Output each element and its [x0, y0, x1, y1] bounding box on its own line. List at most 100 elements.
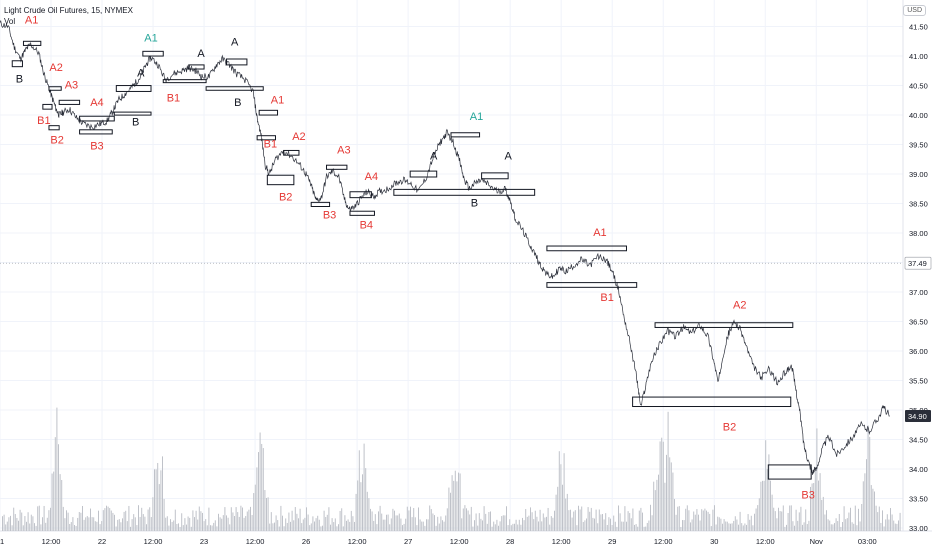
volume-bar [234, 516, 235, 531]
wave-zone-5[interactable] [48, 125, 60, 131]
volume-bar [250, 506, 251, 531]
volume-bar [632, 508, 634, 531]
volume-bar [507, 525, 509, 531]
wave-zone-4[interactable] [42, 103, 53, 110]
wave-zone-6[interactable] [79, 115, 115, 122]
wave-zone-29[interactable] [654, 322, 794, 328]
volume-bar [125, 510, 127, 531]
wave-label-a-10: A [137, 68, 145, 80]
volume-bar [894, 523, 896, 531]
volume-bar [898, 520, 899, 531]
wave-zone-24[interactable] [393, 188, 536, 196]
wave-zone-21[interactable] [349, 191, 372, 199]
wave-label-a-25: A [504, 150, 512, 162]
volume-bar [406, 506, 408, 531]
wave-zone-20[interactable] [326, 164, 348, 170]
price-axis[interactable]: 41.50 41.00 40.50 40.00 39.50 39.00 38.50 38.00… [904, 23, 932, 534]
wave-zone-31[interactable] [767, 464, 812, 480]
wave-zone-15[interactable] [258, 109, 279, 116]
volume-bar [205, 519, 207, 531]
volume-bar [246, 511, 248, 531]
volume-bar [656, 479, 658, 531]
wave-zone-16[interactable] [256, 135, 276, 141]
currency-button[interactable]: USD [903, 5, 926, 16]
volume-bar [34, 523, 35, 531]
volume-bar [168, 525, 170, 531]
x-tick-label-17: 03:00 [858, 537, 877, 546]
volume-bar [494, 524, 496, 531]
wave-zone-11[interactable] [162, 79, 207, 84]
volume-bar [811, 483, 813, 531]
wave-zone-1[interactable] [11, 60, 23, 68]
volume-bar [298, 518, 299, 531]
wave-zone-13[interactable] [226, 58, 248, 66]
volume-bar [445, 515, 447, 531]
x-tick-label-15: 12:00 [756, 537, 775, 546]
wave-zone-2[interactable] [48, 86, 62, 91]
volume-bar [582, 521, 584, 531]
wave-zone-28[interactable] [546, 282, 638, 288]
volume-bar [734, 516, 736, 531]
wave-zone-0[interactable] [22, 40, 42, 46]
wave-zone-30[interactable] [632, 396, 792, 408]
volume-bar [522, 517, 523, 531]
wave-zone-18[interactable] [266, 174, 295, 186]
wave-zone-12[interactable] [188, 64, 205, 70]
volume-bar [227, 517, 229, 531]
volume-bar [579, 509, 581, 531]
volume-bar [442, 520, 443, 531]
y-tick-label-12: 35.50 [909, 377, 928, 386]
volume-bar [605, 513, 607, 531]
volume-bar [629, 513, 631, 531]
volume-bar [427, 519, 429, 531]
volume-bar [710, 526, 712, 531]
wave-zone-14[interactable] [205, 86, 264, 91]
volume-bar [659, 441, 661, 531]
wave-zone-7[interactable] [79, 129, 113, 135]
volume-bar [157, 462, 159, 531]
volume-bar [120, 522, 122, 531]
volume-bar [802, 524, 803, 531]
wave-zone-19[interactable] [310, 201, 331, 207]
wave-zone-8[interactable] [115, 85, 152, 92]
volume-bar [291, 510, 293, 531]
volume-bar [608, 517, 610, 531]
wave-zone-22[interactable] [349, 210, 375, 216]
volume-bar [389, 524, 391, 531]
volume-bar [821, 499, 823, 531]
wave-zone-3[interactable] [58, 99, 81, 105]
volume-bar [714, 505, 715, 531]
volume-bar [435, 525, 437, 531]
volume-bar [592, 517, 594, 531]
volume-bar [763, 480, 765, 531]
volume-bar [749, 519, 751, 531]
wave-zone-9[interactable] [113, 111, 152, 116]
wave-zone-27[interactable] [546, 245, 627, 252]
volume-bar [723, 519, 725, 531]
y-tick-label-14: 34.50 [909, 436, 928, 445]
wave-zone-26[interactable] [481, 172, 509, 180]
volume-indicator-label[interactable]: Vol [4, 17, 16, 26]
volume-bar [43, 505, 45, 531]
volume-bar [38, 505, 40, 531]
time-axis[interactable]: 21 12:00 22 12:00 23 12:00 26 12:00 27 12:00 28 12:… [0, 537, 877, 546]
volume-bar [18, 520, 19, 531]
wave-zone-10[interactable] [142, 50, 164, 57]
volume-bar [816, 428, 818, 531]
wave-zone-25[interactable] [450, 132, 481, 138]
volume-bar [525, 509, 527, 531]
volume-bar [403, 523, 405, 531]
volume-bar [573, 511, 575, 531]
wave-zone-23[interactable] [409, 170, 438, 178]
volume-bar [741, 523, 743, 531]
x-tick-label-2: 22 [98, 537, 106, 546]
x-tick-label-14: 30 [710, 537, 718, 546]
volume-bar [459, 473, 461, 531]
volume-bar [326, 514, 328, 531]
wave-zone-17[interactable] [283, 149, 300, 156]
volume-bar [174, 509, 176, 531]
volume-bar [752, 525, 754, 531]
volume-bar [363, 443, 365, 531]
volume-bar [667, 411, 669, 531]
